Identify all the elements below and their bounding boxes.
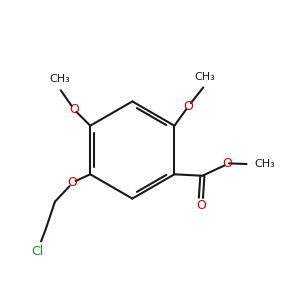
Text: O: O [68,176,77,189]
Text: CH₃: CH₃ [194,71,215,82]
Text: CH₃: CH₃ [255,159,275,169]
Text: Cl: Cl [31,245,44,258]
Text: O: O [222,157,232,169]
Text: O: O [184,100,194,113]
Text: CH₃: CH₃ [49,74,70,85]
Text: O: O [196,199,206,212]
Text: O: O [69,103,79,116]
